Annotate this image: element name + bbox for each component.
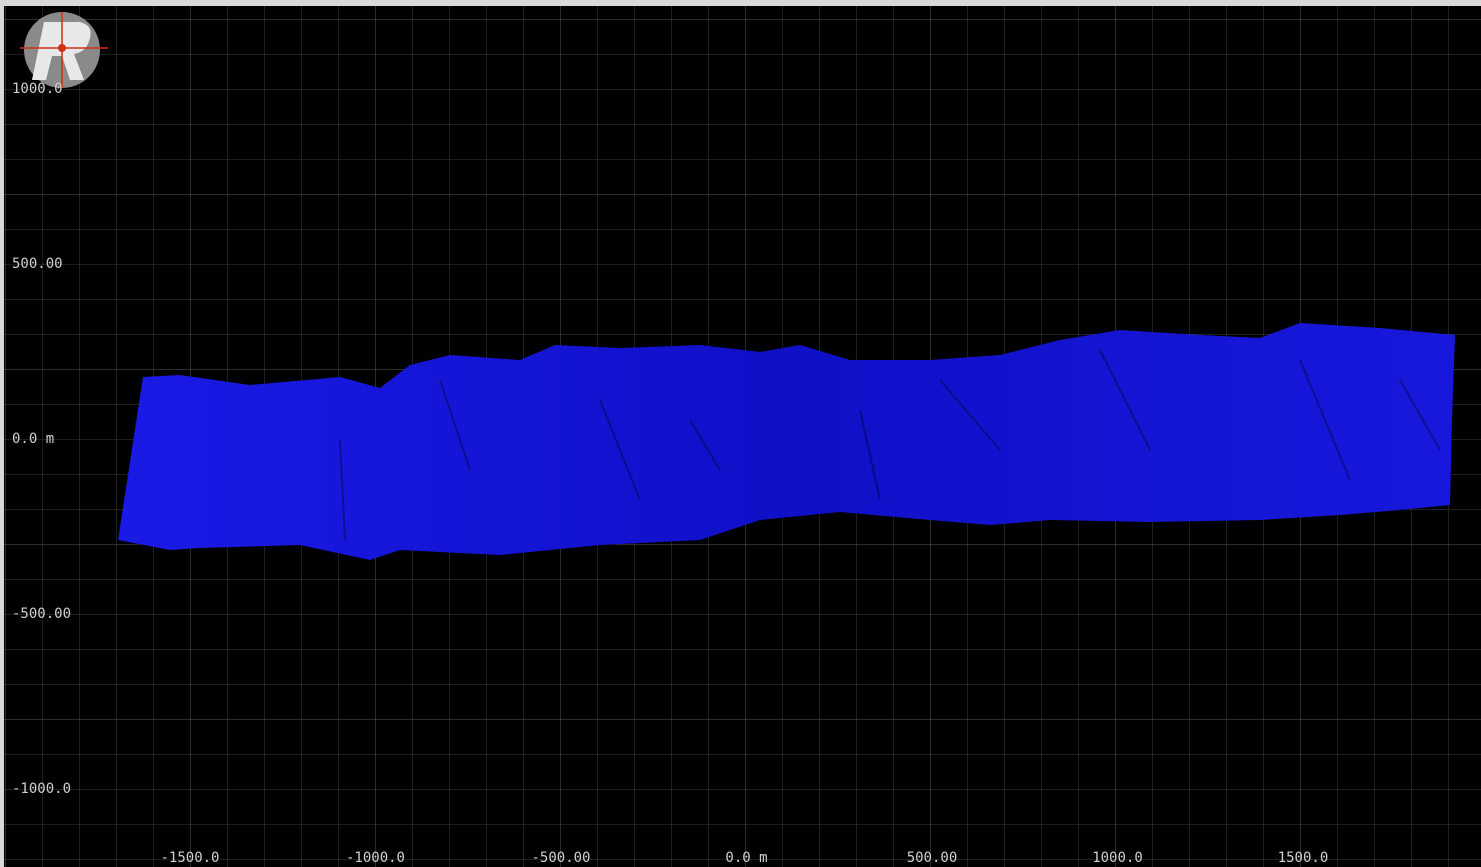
x-axis-label: 0.0 m: [725, 850, 767, 866]
y-axis-label: 0.0 m: [12, 431, 54, 447]
x-axis-label: -500.00: [531, 850, 590, 866]
y-axis-label: -500.00: [12, 606, 71, 622]
x-axis-label: -1500.0: [160, 850, 219, 866]
x-axis-label: 1500.0: [1278, 850, 1329, 866]
x-axis-label: 500.00: [907, 850, 958, 866]
x-axis-label: 1000.0: [1092, 850, 1143, 866]
y-axis-label: 500.00: [12, 256, 63, 272]
y-axis-label: -1000.0: [12, 781, 71, 797]
page: -1500.0 -1000.0 -500.00 0.0 m 500.00 1000.0 15…: [0, 0, 1481, 867]
point-cloud-viewer: -1500.0 -1000.0 -500.00 0.0 m 500.00 1000.0 15…: [0, 0, 1481, 867]
x-axis-label: -1000.0: [346, 850, 405, 866]
y-axis-label: 1000.0: [12, 81, 63, 97]
